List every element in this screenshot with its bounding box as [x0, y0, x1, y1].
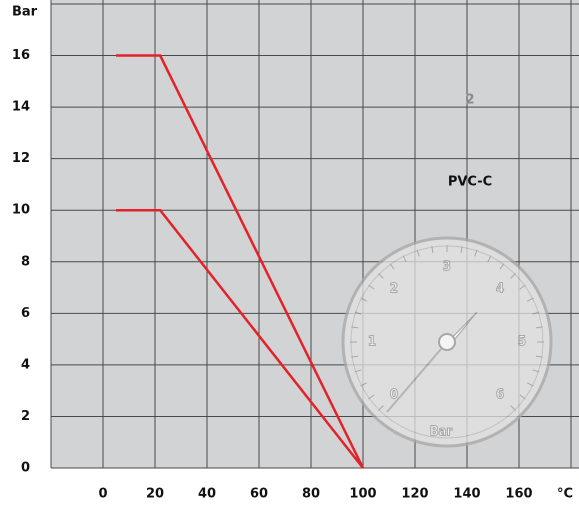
x-tick-label: 100	[349, 487, 376, 502]
gauge-label: 1	[368, 335, 376, 350]
gauge-label: 2	[390, 281, 398, 296]
y-tick-label: 4	[21, 357, 30, 372]
gauge-tick	[416, 249, 420, 257]
y-tick-label: 12	[12, 151, 30, 166]
x-tick-label: 160	[505, 487, 532, 502]
plot-area	[50, 0, 579, 469]
gauge-tick	[368, 394, 375, 400]
x-tick-label: 140	[453, 487, 480, 502]
y-tick-label: 6	[21, 306, 30, 321]
y-tick-label: 0	[21, 461, 30, 476]
gauge-tick	[535, 326, 543, 329]
gauge-tick	[378, 273, 384, 279]
gauge-tick	[351, 326, 359, 329]
data-line	[116, 54, 365, 469]
gauge-tick	[526, 297, 534, 302]
gauge-unit: Bar	[430, 425, 453, 440]
gauge-hub	[438, 333, 456, 351]
y-tick-label: 8	[21, 254, 30, 269]
gauge-tick	[360, 297, 368, 302]
gauge-label: 4	[496, 281, 504, 296]
gauge-tick	[487, 255, 492, 263]
gauge-tick	[510, 273, 516, 279]
gauge-tick	[532, 369, 540, 373]
gauge-tick	[431, 246, 434, 254]
gauge-tick	[389, 263, 395, 270]
gauge-tick	[499, 263, 505, 270]
y-tick-label: 16	[12, 48, 30, 63]
x-axis-label: °C	[557, 487, 573, 502]
gauge-tick	[354, 311, 362, 315]
x-tick-label: 0	[98, 487, 107, 502]
gauge-tick	[360, 382, 368, 387]
material-label: PVC-C	[448, 175, 492, 190]
y-tick-label: 2	[21, 409, 30, 424]
gauge-needle	[386, 341, 448, 413]
gauge-tick	[532, 311, 540, 315]
gauge-tick	[460, 246, 463, 254]
gauge-tick	[378, 405, 384, 411]
x-tick-label: 80	[302, 487, 320, 502]
x-tick-label: 120	[401, 487, 428, 502]
gauge-tick	[510, 405, 516, 411]
gauge-tick	[535, 355, 543, 358]
gauge-tick	[526, 382, 534, 387]
gauge: 0 1 2 3 4 5 6 Bar	[341, 236, 553, 448]
x-tick-label: 60	[250, 487, 268, 502]
gauge-tick	[354, 369, 362, 373]
x-tick-label: 20	[146, 487, 164, 502]
data-line	[116, 208, 364, 469]
y-axis-label: Bar	[12, 5, 38, 20]
badge-number: 2	[465, 93, 474, 108]
gauge-tick	[351, 355, 359, 358]
gauge-tick	[519, 394, 526, 400]
x-tick-label: 40	[198, 487, 216, 502]
y-tick-label: 14	[12, 100, 30, 115]
y-tick-label: 10	[12, 203, 30, 218]
gauge-tick	[519, 284, 526, 290]
gauge-tick	[368, 284, 375, 290]
gauge-tick	[402, 255, 407, 263]
gauge-label: 5	[518, 335, 526, 350]
gauge-label: 3	[443, 260, 451, 275]
gauge-label: 6	[496, 388, 504, 403]
gauge-tick	[474, 249, 478, 257]
gauge-label: 0	[390, 388, 398, 403]
